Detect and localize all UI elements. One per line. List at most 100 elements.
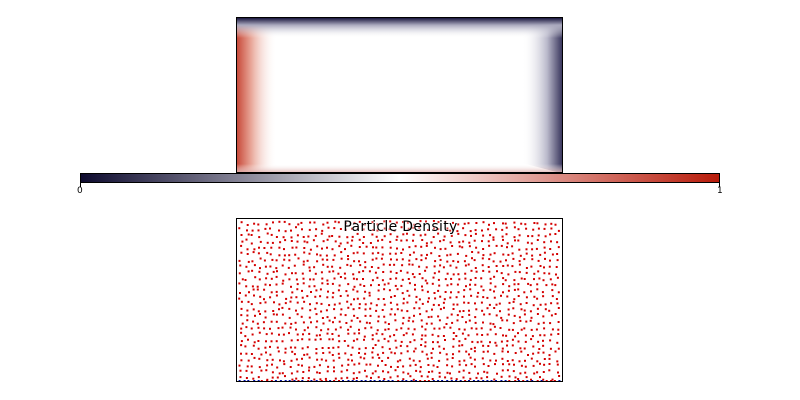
particle [443, 235, 446, 238]
particle [455, 266, 458, 269]
particle [394, 369, 397, 372]
particle [369, 307, 372, 310]
particle [536, 371, 539, 374]
particle [468, 313, 471, 316]
particle [501, 347, 504, 350]
particle [263, 247, 266, 249]
boundary-particle [387, 380, 390, 381]
particle [401, 322, 404, 325]
particle [284, 230, 287, 233]
particle [281, 290, 284, 293]
particle [501, 319, 504, 322]
particle [469, 288, 472, 291]
particle [356, 232, 359, 235]
particle [238, 282, 241, 285]
particle [278, 303, 281, 306]
particle [412, 359, 415, 362]
particle [506, 264, 509, 267]
particle [340, 257, 343, 260]
particle [371, 351, 374, 354]
particle [346, 263, 349, 266]
particle [279, 241, 282, 244]
boundary-particle [301, 380, 304, 381]
particle [315, 289, 318, 292]
particle [495, 359, 497, 362]
particle [556, 276, 559, 279]
particle [258, 331, 261, 334]
particle [371, 221, 374, 224]
particle [312, 239, 315, 242]
particle [250, 365, 253, 368]
particle [383, 283, 386, 286]
particle [488, 303, 491, 306]
particle [332, 321, 334, 324]
particle [481, 264, 484, 267]
particle [444, 278, 447, 281]
particle [353, 332, 356, 335]
particle [352, 252, 355, 255]
particle [488, 223, 490, 226]
particle [340, 370, 343, 373]
particle [307, 326, 309, 329]
particle [437, 289, 440, 292]
particle [477, 251, 480, 254]
particle [346, 294, 349, 297]
particle [296, 283, 299, 286]
particle [396, 303, 399, 306]
particle [346, 376, 349, 379]
particle [469, 230, 472, 233]
particle [488, 244, 491, 247]
particle [499, 260, 502, 263]
particle [473, 259, 476, 262]
particle [536, 360, 539, 363]
particle [377, 376, 380, 379]
particle [406, 310, 409, 313]
particle [314, 307, 317, 310]
particle [527, 354, 529, 356]
particle [514, 270, 517, 273]
particle [464, 277, 467, 280]
particle [430, 322, 433, 325]
particle [283, 363, 286, 366]
particle [247, 270, 250, 273]
particle [310, 321, 312, 324]
particle [240, 331, 243, 334]
particle [442, 239, 445, 242]
particle [296, 240, 299, 243]
particle [408, 259, 411, 262]
particle [296, 301, 299, 304]
particle [315, 352, 318, 355]
particle [461, 246, 464, 249]
particle [499, 327, 502, 329]
particle [525, 302, 528, 304]
particle [339, 326, 342, 329]
particle [245, 285, 248, 288]
particle [513, 363, 515, 366]
particle [344, 222, 347, 224]
boundary-particle [410, 380, 413, 381]
particle [362, 252, 365, 255]
particle [487, 240, 490, 243]
particle [301, 307, 304, 310]
particle [278, 333, 280, 336]
particle [365, 375, 368, 378]
particle [481, 257, 484, 260]
particle [530, 290, 532, 293]
particle [283, 258, 286, 261]
particle [401, 278, 404, 281]
particle [414, 283, 416, 286]
particle [356, 338, 359, 341]
particle [531, 258, 534, 261]
particle [486, 296, 489, 299]
particle [321, 258, 324, 261]
particle [457, 260, 460, 263]
particle [543, 227, 546, 230]
particle [463, 328, 466, 331]
particle [328, 304, 331, 307]
particle [444, 291, 447, 293]
particle [346, 369, 349, 372]
particle [247, 300, 250, 303]
particle [500, 316, 503, 319]
particle [312, 278, 315, 281]
particle [543, 251, 546, 254]
